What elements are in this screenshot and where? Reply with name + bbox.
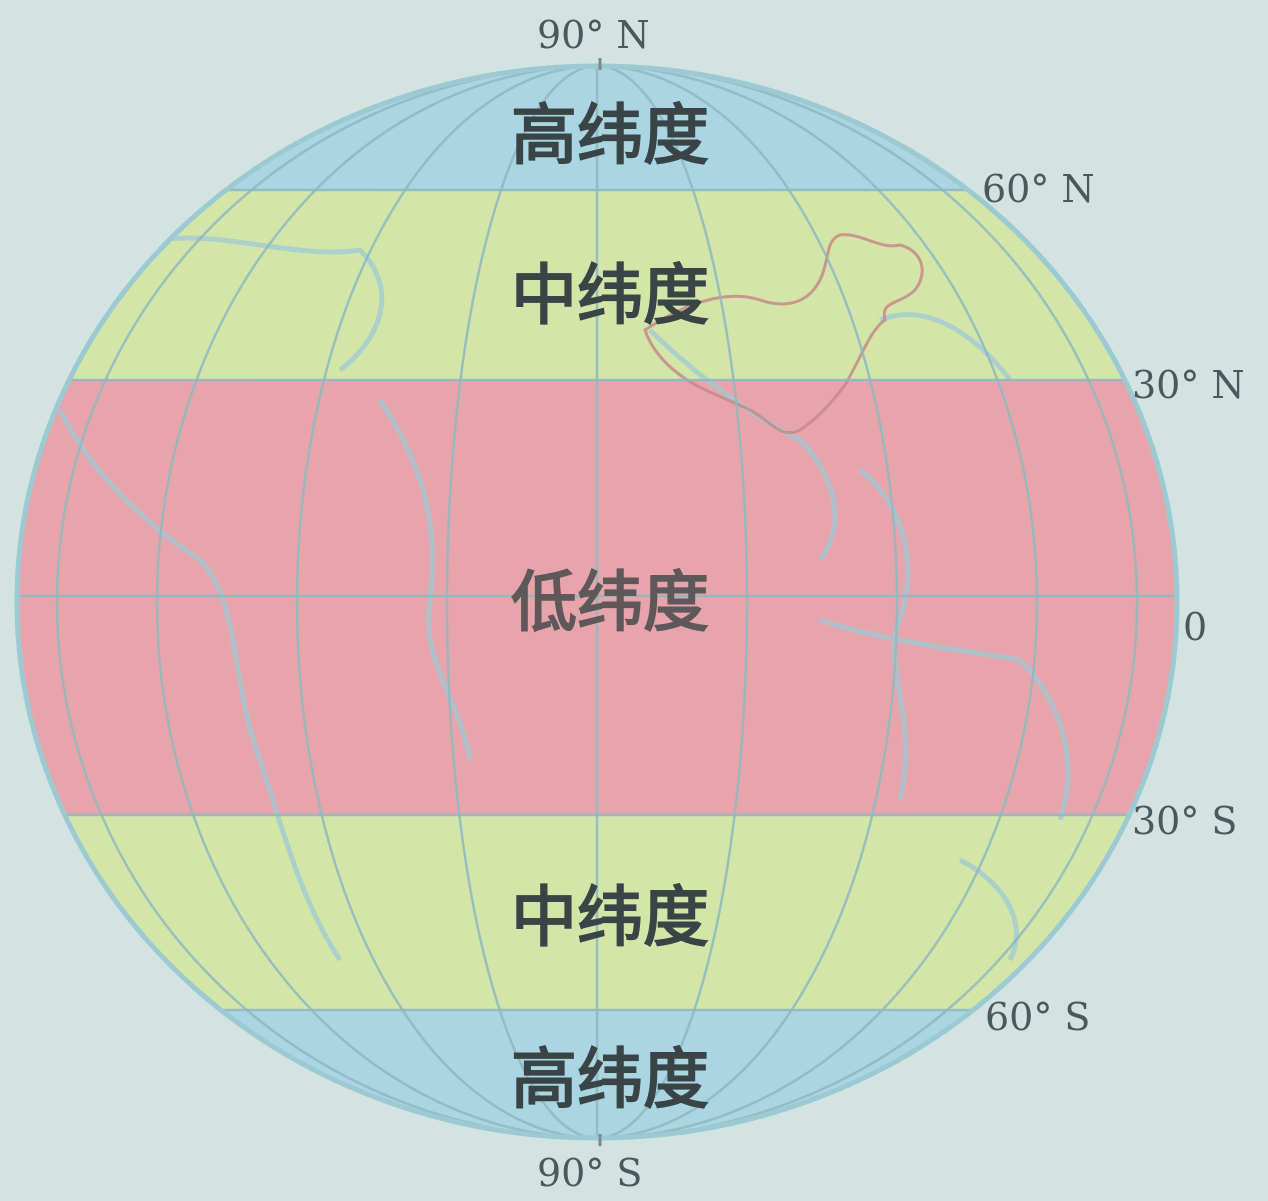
zone-label-mid-north: 中纬度 xyxy=(511,257,709,334)
zone-label-low: 低纬度 xyxy=(511,564,709,641)
lat-label-90s: 90° S xyxy=(537,1151,642,1195)
lat-label-30n: 30° N xyxy=(1132,363,1245,407)
globe-outline xyxy=(14,63,1180,1141)
lat-label-30s: 30° S xyxy=(1132,799,1237,843)
zone-label-high-south: 高纬度 xyxy=(511,1041,709,1118)
lat-label-60s: 60° S xyxy=(985,995,1090,1039)
lat-label-60n: 60° N xyxy=(982,167,1095,211)
lat-label-equator: 0 xyxy=(1183,605,1207,649)
lat-label-90n: 90° N xyxy=(537,13,650,57)
china-border xyxy=(643,233,924,435)
continent-shapes xyxy=(57,235,1071,962)
meridians xyxy=(55,66,1139,1138)
zone-label-mid-south: 中纬度 xyxy=(511,879,709,956)
zone-label-high-north: 高纬度 xyxy=(511,97,709,174)
